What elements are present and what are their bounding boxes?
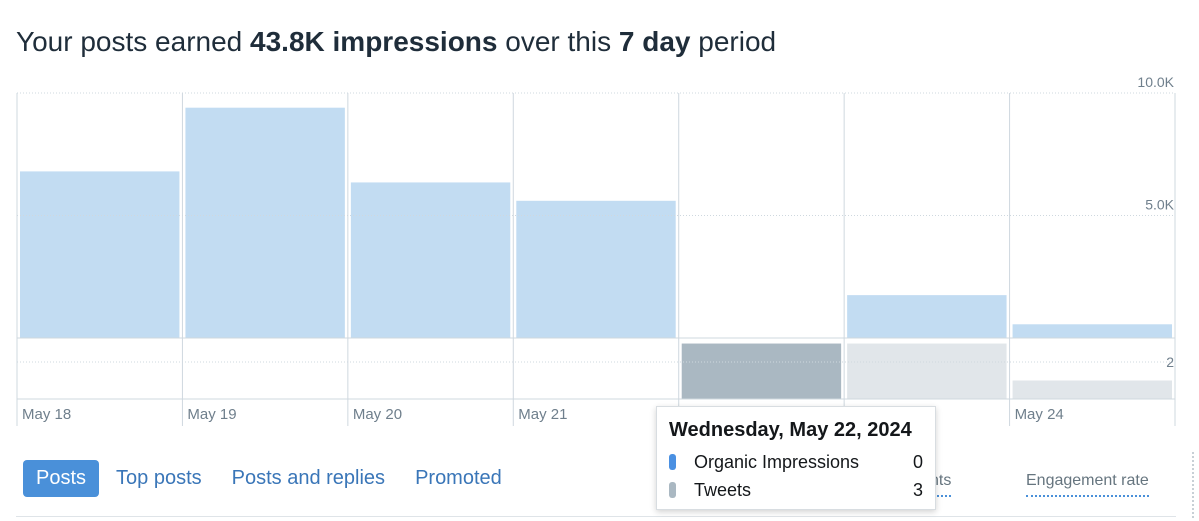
page-title: Your posts earned 43.8K impressions over… [16, 26, 776, 58]
impressions-bar [20, 171, 180, 338]
y-tick-label: 10.0K [1137, 74, 1174, 90]
scrollbar-track[interactable] [1192, 452, 1194, 518]
impressions-chart: 5.0K 10.0K 2 May 18 May 19 May 20 May 21 May 24 [16, 74, 1176, 426]
tweets-bar [1012, 380, 1172, 399]
impressions-swatch-icon [669, 454, 676, 470]
tab-posts[interactable]: Posts [23, 460, 100, 497]
tooltip-value: 3 [912, 479, 923, 500]
tab-top-posts[interactable]: Top posts [116, 467, 202, 489]
y-tick-label: 2 [1166, 354, 1174, 370]
chart-tooltip: Wednesday, May 22, 2024 Organic Impressi… [656, 406, 936, 510]
headline-impressions: 43.8K impressions [250, 26, 498, 57]
headline-prefix: Your posts earned [16, 26, 251, 57]
tab-posts-and-replies[interactable]: Posts and replies [231, 467, 386, 489]
tooltip-value: 0 [912, 451, 923, 472]
x-tick-label: May 21 [518, 406, 567, 423]
y-tick-label: 5.0K [1145, 197, 1174, 213]
tooltip-row-impressions: Organic Impressions 0 [669, 448, 923, 476]
x-tick-label: May 19 [187, 406, 236, 423]
metric-tab-engagement-rate[interactable]: Engagement rate [1026, 472, 1149, 497]
x-tick-label: May 18 [22, 406, 71, 423]
headline-period: 7 day [618, 26, 691, 57]
x-tick-label: May 20 [353, 406, 402, 423]
impressions-bar [1012, 324, 1172, 338]
tooltip-row-tweets: Tweets 3 [669, 476, 923, 504]
impressions-bar [847, 295, 1007, 338]
tooltip-label: Organic Impressions [694, 451, 860, 472]
tweets-swatch-icon [669, 482, 676, 498]
x-tick-label: May 24 [1015, 406, 1064, 423]
impressions-bar [516, 200, 676, 338]
headline-suffix: period [690, 26, 777, 57]
post-type-tabs: Posts Top posts Posts and replies Promot… [23, 460, 519, 497]
tooltip-label: Tweets [694, 479, 752, 500]
tweets-bar [847, 343, 1007, 399]
impressions-bar [185, 107, 345, 338]
tweets-bar [681, 343, 842, 399]
tabs-divider [16, 516, 1176, 517]
tooltip-title: Wednesday, May 22, 2024 [669, 419, 912, 441]
headline-middle: over this [497, 26, 619, 57]
tab-promoted[interactable]: Promoted [415, 467, 502, 489]
impressions-bar [350, 182, 511, 338]
